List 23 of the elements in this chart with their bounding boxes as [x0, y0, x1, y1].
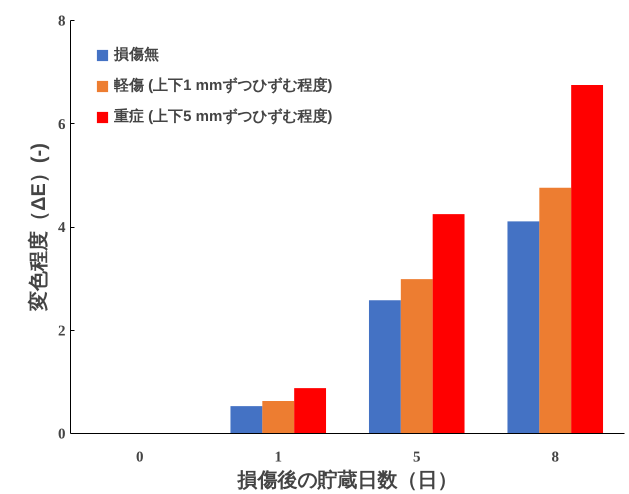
bar	[368, 300, 401, 434]
legend-label: 軽傷 (上下1 mmずつひずむ程度)	[114, 76, 332, 95]
bar	[294, 388, 326, 434]
y-tick-label: 2	[58, 323, 66, 340]
x-tick-label: 0	[136, 450, 144, 466]
bar	[230, 406, 262, 434]
legend-label: 損傷無	[114, 45, 159, 64]
bar	[507, 221, 540, 434]
legend-label: 重症 (上下5 mmずつひずむ程度)	[114, 107, 332, 126]
bar	[400, 279, 433, 434]
bar	[262, 400, 294, 434]
y-tick-label: 0	[58, 426, 66, 442]
y-tick-label: 6	[58, 116, 66, 133]
bar	[539, 188, 572, 434]
y-tick-label: 8	[58, 14, 66, 30]
x-tick-label: 5	[413, 450, 420, 466]
x-tick-label: 8	[552, 450, 559, 466]
bar	[432, 214, 465, 434]
y-axis-title: 変色程度（ΔE）(-)	[27, 143, 50, 312]
bar	[571, 85, 604, 434]
x-tick-label: 1	[274, 450, 282, 466]
y-tick-label: 4	[58, 220, 66, 236]
x-axis-title: 損傷後の貯蔵日数（日）	[236, 468, 458, 492]
